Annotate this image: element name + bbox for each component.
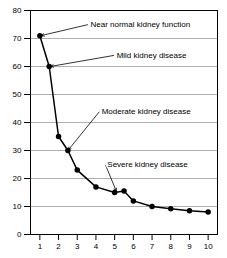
svg-text:40: 40	[13, 118, 22, 127]
svg-text:7: 7	[150, 242, 155, 251]
svg-text:Severe kidney disease: Severe kidney disease	[107, 160, 188, 169]
svg-text:5: 5	[112, 242, 117, 251]
svg-text:30: 30	[13, 146, 22, 155]
svg-text:0: 0	[17, 230, 22, 239]
svg-text:80: 80	[13, 6, 22, 15]
svg-text:10: 10	[204, 242, 213, 251]
svg-text:70: 70	[13, 34, 22, 43]
svg-text:3: 3	[75, 242, 80, 251]
svg-text:Near normal kidney function: Near normal kidney function	[90, 20, 190, 29]
svg-text:60: 60	[13, 62, 22, 71]
svg-text:20: 20	[13, 174, 22, 183]
svg-text:10: 10	[13, 202, 22, 211]
svg-text:9: 9	[187, 242, 192, 251]
svg-text:6: 6	[131, 242, 136, 251]
svg-text:8: 8	[169, 242, 174, 251]
svg-text:Moderate kidney disease: Moderate kidney disease	[102, 107, 191, 116]
svg-text:50: 50	[13, 90, 22, 99]
svg-text:Mild kidney disease: Mild kidney disease	[117, 51, 187, 60]
svg-text:4: 4	[94, 242, 99, 251]
svg-text:2: 2	[56, 242, 61, 251]
svg-text:1: 1	[38, 242, 43, 251]
